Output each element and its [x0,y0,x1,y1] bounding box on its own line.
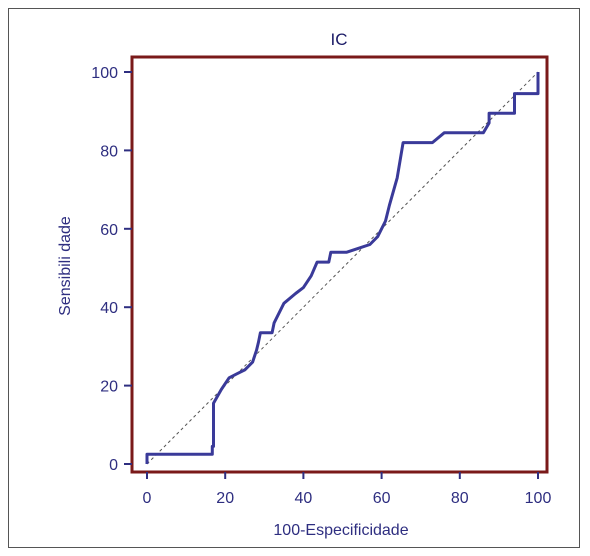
reference-diagonal-line [146,71,539,465]
x-axis-label: 100-Especificidade [273,522,408,539]
x-tick-label: 40 [295,490,313,507]
x-tick-label: 80 [451,490,469,507]
x-tick-label: 60 [373,490,391,507]
y-tick-label: 20 [100,379,118,396]
chart-title: IC [331,30,348,49]
x-tick-label: 100 [525,490,552,507]
plot-area-border [130,55,549,474]
figure-frame [8,8,580,548]
y-tick-label: 0 [109,457,118,474]
y-tick-label: 40 [100,300,118,317]
y-tick-label: 80 [100,143,118,160]
axis-ticks [124,71,539,479]
y-tick-label: 100 [91,65,118,82]
x-tick-label: 20 [216,490,234,507]
axis-tick-labels: 0 20 40 60 80 100 0 20 40 60 80 100 [91,65,551,507]
y-axis-label: Sensibili dade [57,216,74,316]
y-tick-label: 60 [100,222,118,239]
x-tick-label: 0 [143,490,152,507]
roc-curve-line [145,72,540,464]
